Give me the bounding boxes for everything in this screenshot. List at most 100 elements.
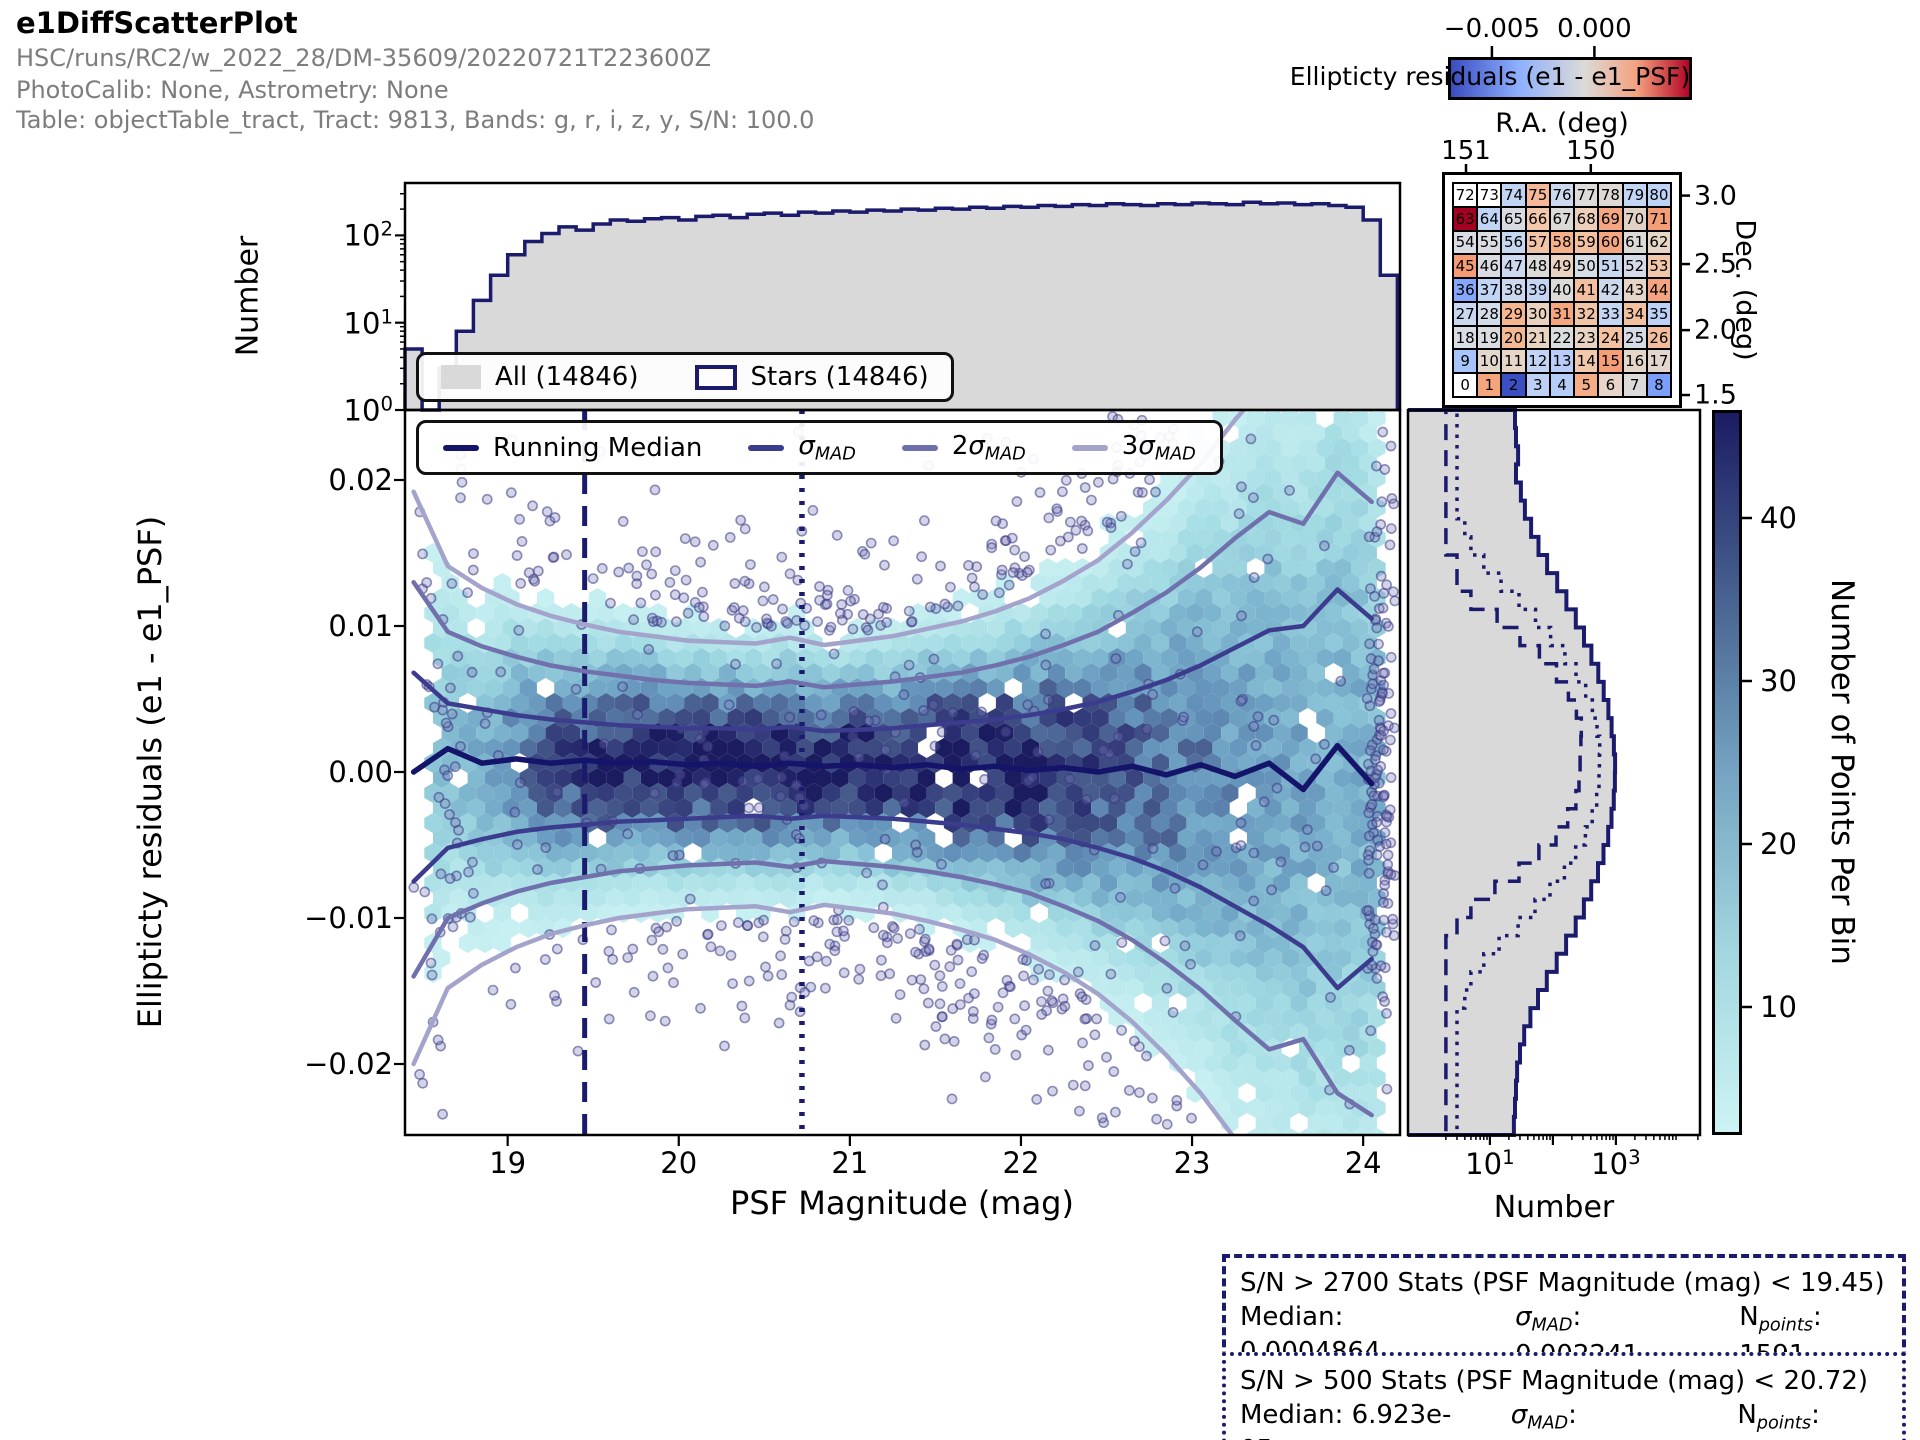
legend-item-three-sigma-mad: 3σMAD	[1071, 431, 1196, 464]
heatmap-cell-2: 2	[1502, 374, 1525, 396]
colorbar-tick-label: 10	[1760, 990, 1797, 1024]
stats-sn500-npoints: Npoints: 8124	[1737, 1400, 1820, 1440]
heatmap-cell-25: 25	[1623, 326, 1646, 349]
heatmap-cell-0: 0	[1454, 374, 1477, 396]
right-histogram-outline	[1408, 408, 1618, 1137]
colorbar-tick-label: 20	[1760, 827, 1797, 861]
heatmap-cell-34: 34	[1623, 302, 1646, 325]
right-histogram	[1406, 408, 1702, 1145]
heatmap-cell-35: 35	[1647, 302, 1670, 325]
main-x-tick-label: 22	[1002, 1146, 1040, 1180]
heatmap-cell-48: 48	[1526, 255, 1549, 278]
main-y-tick-label: 0.01	[328, 609, 393, 643]
heatmap-cell-30: 30	[1526, 302, 1549, 325]
heatmap-cell-38: 38	[1502, 279, 1525, 301]
heatmap-cell-26: 26	[1647, 326, 1670, 349]
heatmap-cell-10: 10	[1478, 350, 1501, 373]
dec-tick-label: 2.5	[1694, 248, 1737, 280]
stars-swatch	[694, 364, 737, 390]
top-hist-y-tick-label: 102	[343, 217, 393, 253]
residual-colorbar-label: Ellipticty residuals (e1 - e1_PSF)	[1289, 62, 1691, 91]
stats-sn500-values: Median: 6.923e-05 σMAD: 0.003076 Npoints…	[1240, 1398, 1888, 1440]
annotation-ticks	[1464, 46, 1752, 1009]
three-sigma-mad-swatch	[1071, 444, 1108, 451]
heatmap-cell-66: 66	[1526, 207, 1549, 230]
legend-item-all: All (14846)	[441, 362, 639, 392]
heatmap-cell-11: 11	[1502, 350, 1525, 373]
heatmap-cell-18: 18	[1454, 326, 1477, 349]
heatmap-cell-29: 29	[1502, 302, 1525, 325]
heatmap-cell-40: 40	[1550, 279, 1574, 301]
colorbar-tick-label: 30	[1760, 664, 1797, 698]
main-x-tick-label: 20	[660, 1146, 698, 1180]
subtitle-calib: PhotoCalib: None, Astrometry: None	[16, 76, 449, 104]
right-histogram-fill-all	[1408, 410, 1616, 1135]
sigma-mad-swatch	[748, 444, 785, 451]
heatmap-cell-27: 27	[1454, 302, 1477, 325]
subtitle-run: HSC/runs/RC2/w_2022_28/DM-35609/20220721…	[16, 44, 712, 72]
heatmap-cell-70: 70	[1623, 207, 1646, 230]
two-sigma-mad-swatch	[901, 444, 938, 451]
heatmap-cell-44: 44	[1647, 279, 1670, 301]
heatmap-cell-57: 57	[1526, 231, 1549, 254]
heatmap-cell-9: 9	[1454, 350, 1477, 373]
heatmap-cell-36: 36	[1454, 279, 1477, 301]
three-sigma-lower-line	[411, 902, 1235, 1134]
colorbar-tick-label: 40	[1760, 501, 1797, 535]
ra-dec-heatmap-grid: 72 73 74 75 76 77 78 79 80 63 64 65 66 67 68 69 70 71 54 55…	[1452, 182, 1672, 398]
right-hist-x-axis-label: Number	[1493, 1190, 1615, 1225]
heatmap-cell-45: 45	[1454, 255, 1477, 278]
heatmap-cell-60: 60	[1599, 231, 1622, 254]
stats-sn2700-title: S/N > 2700 Stats (PSF Magnitude (mag) < …	[1240, 1268, 1885, 1298]
heatmap-cell-20: 20	[1502, 326, 1525, 349]
right-histogram-sn2700-dashed	[1408, 408, 1584, 1137]
heatmap-cell-37: 37	[1478, 279, 1501, 301]
heatmap-cell-73: 73	[1478, 184, 1501, 206]
two-sigma-upper-line	[411, 470, 1374, 690]
heatmap-cell-22: 22	[1550, 326, 1574, 349]
heatmap-cell-54: 54	[1454, 231, 1477, 254]
dec-tick-label: 2.0	[1694, 314, 1737, 346]
heatmap-cell-6: 6	[1599, 374, 1622, 396]
heatmap-cell-42: 42	[1599, 279, 1622, 301]
heatmap-cell-28: 28	[1478, 302, 1501, 325]
dec-tick-label: 3.0	[1694, 180, 1737, 212]
legend-item-two-sigma-mad: 2σMAD	[901, 431, 1026, 465]
ra-tick-label: 150	[1565, 136, 1616, 166]
heatmap-cell-64: 64	[1478, 207, 1501, 230]
heatmap-cell-1: 1	[1478, 374, 1501, 396]
heatmap-cell-67: 67	[1550, 207, 1574, 230]
stats-box-sn500: S/N > 500 Stats (PSF Magnitude (mag) < 2…	[1222, 1352, 1906, 1440]
residual-colorbar-tick-label: −0.005	[1443, 14, 1541, 44]
subtitle-table: Table: objectTable_tract, Tract: 9813, B…	[16, 106, 815, 134]
top-hist-y-tick-label: 100	[343, 392, 393, 428]
heatmap-cell-74: 74	[1502, 184, 1525, 206]
heatmap-cell-13: 13	[1550, 350, 1574, 373]
heatmap-cell-69: 69	[1599, 207, 1622, 230]
main-x-tick-label: 23	[1173, 1146, 1211, 1180]
heatmap-cell-77: 77	[1575, 184, 1598, 206]
legend-item-sigma-mad: σMAD	[748, 431, 856, 464]
heatmap-cell-56: 56	[1502, 231, 1525, 254]
sigma-lower-line	[411, 813, 1374, 991]
main-x-tick-label: 19	[489, 1146, 527, 1180]
heatmap-cell-39: 39	[1526, 279, 1549, 301]
heatmap-cell-76: 76	[1550, 184, 1574, 206]
two-sigma-mad-label: 2σMAD	[951, 431, 1026, 465]
heatmap-cell-23: 23	[1575, 326, 1598, 349]
ra-tick-label: 151	[1441, 136, 1491, 166]
heatmap-cell-79: 79	[1623, 184, 1646, 206]
heatmap-cell-7: 7	[1623, 374, 1646, 396]
heatmap-cell-61: 61	[1623, 231, 1646, 254]
sigma-upper-line	[411, 587, 1374, 734]
heatmap-cell-3: 3	[1526, 374, 1549, 396]
heatmap-cell-71: 71	[1647, 207, 1670, 230]
heatmap-cell-72: 72	[1454, 184, 1477, 206]
heatmap-cell-80: 80	[1647, 184, 1670, 206]
heatmap-cell-31: 31	[1550, 302, 1574, 325]
legend-item-stars: Stars (14846)	[694, 362, 929, 392]
main-panel-frame	[394, 408, 1402, 1146]
heatmap-cell-62: 62	[1647, 231, 1670, 254]
